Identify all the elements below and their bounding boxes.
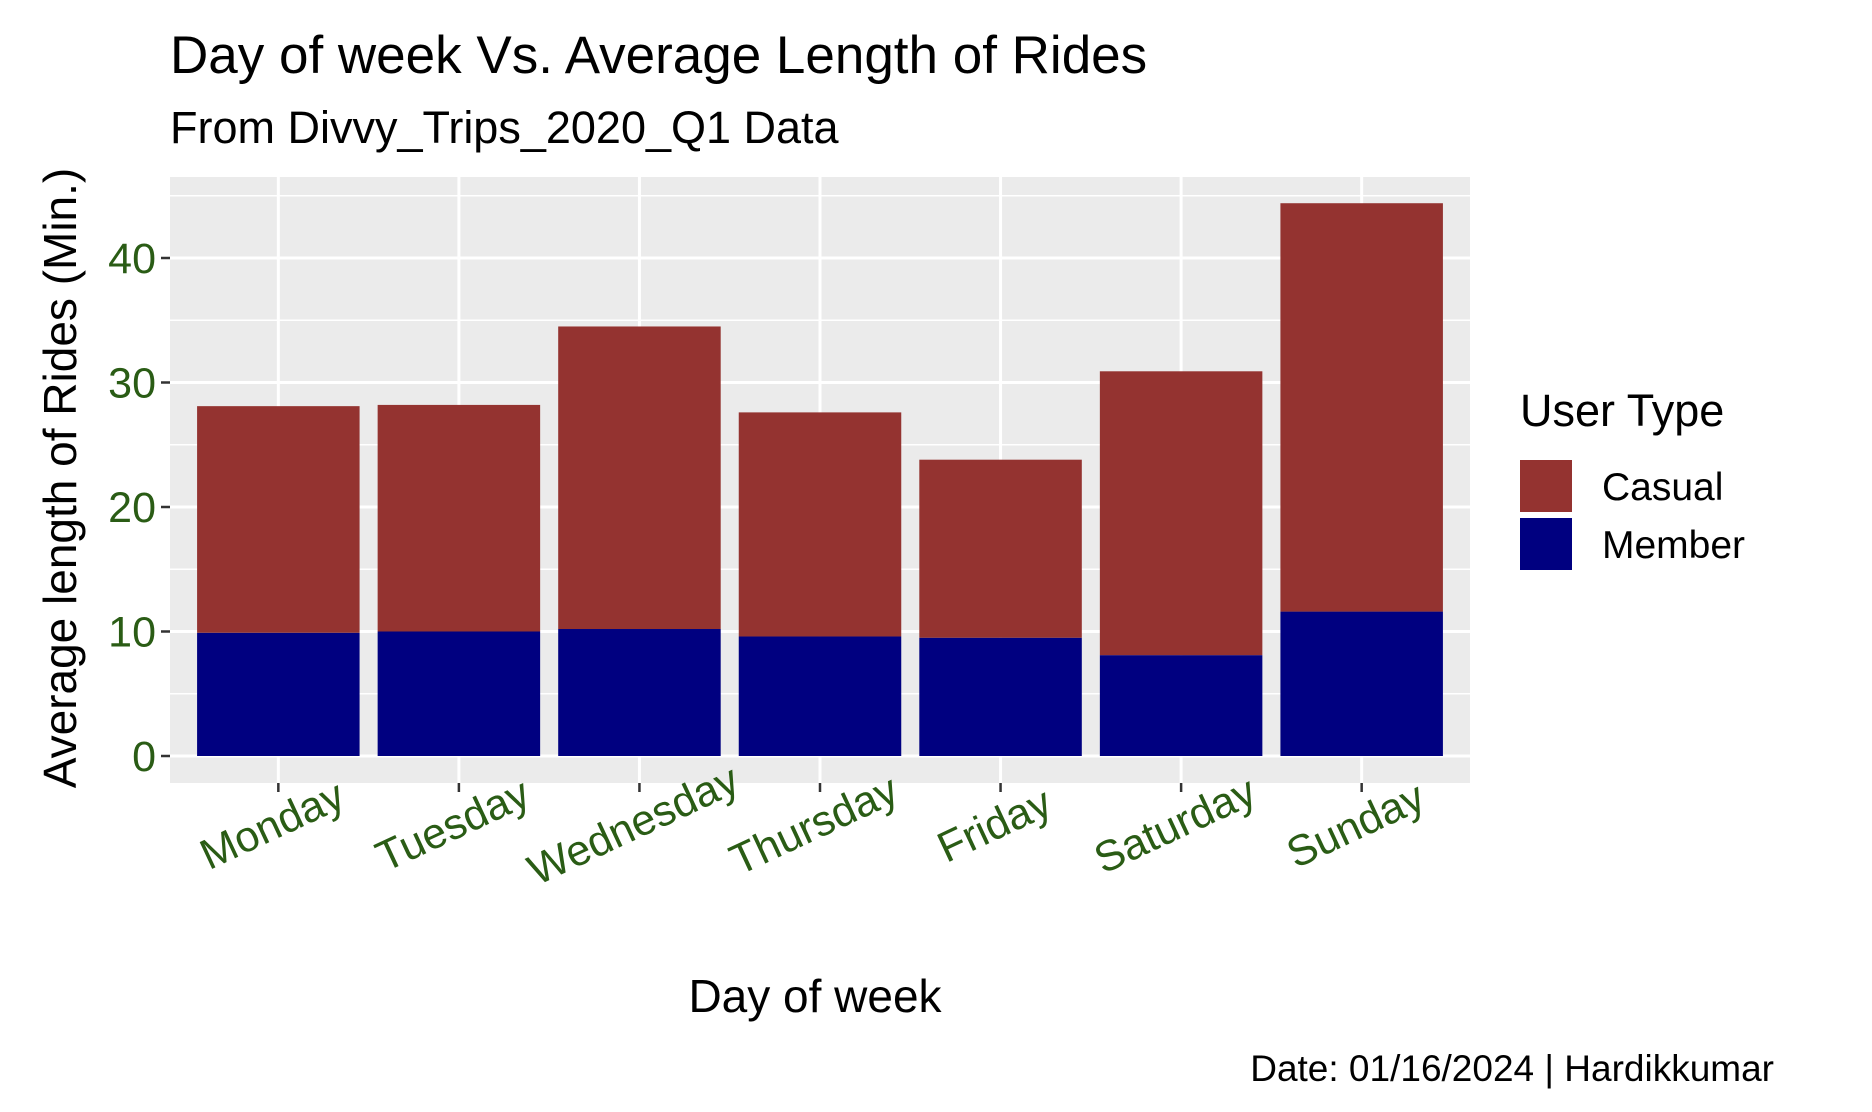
x-tick-label-friday: Friday bbox=[930, 778, 1059, 872]
x-tick-label-saturday: Saturday bbox=[1087, 767, 1264, 883]
y-axis-title: Average length of Rides (Min.) bbox=[34, 168, 86, 788]
legend-label-casual: Casual bbox=[1602, 466, 1723, 509]
y-tick-label: 40 bbox=[108, 235, 156, 283]
bar-casual-tuesday bbox=[377, 404, 541, 632]
legend-label-member: Member bbox=[1602, 524, 1745, 567]
legend-title: User Type bbox=[1520, 385, 1724, 436]
x-tick-label-monday: Monday bbox=[193, 771, 352, 879]
bar-member-monday bbox=[197, 632, 360, 756]
y-tick-label: 10 bbox=[108, 609, 156, 657]
bar-member-saturday bbox=[1099, 655, 1263, 756]
bar-casual-monday bbox=[197, 406, 360, 633]
chart-subtitle: From Divvy_Trips_2020_Q1 Data bbox=[170, 102, 840, 153]
bar-member-wednesday bbox=[558, 629, 721, 756]
y-tick-label: 0 bbox=[132, 733, 156, 781]
x-tick-label-tuesday: Tuesday bbox=[369, 769, 538, 882]
chart-caption: Date: 01/16/2024 | Hardikkumar bbox=[1250, 1048, 1774, 1089]
x-axis-title: Day of week bbox=[688, 970, 942, 1022]
bar-member-thursday bbox=[738, 636, 902, 756]
bar-member-friday bbox=[919, 637, 1082, 756]
chart-title: Day of week Vs. Average Length of Rides bbox=[170, 26, 1147, 85]
x-tick-label-sunday: Sunday bbox=[1280, 773, 1433, 878]
y-tick-label: 30 bbox=[108, 360, 156, 408]
bar-casual-thursday bbox=[738, 412, 902, 637]
bar-casual-friday bbox=[919, 459, 1082, 638]
bar-casual-saturday bbox=[1099, 371, 1263, 656]
y-tick-label: 20 bbox=[108, 484, 156, 532]
y-axis: 0 10 20 30 40 bbox=[108, 235, 170, 781]
bars bbox=[197, 203, 1443, 756]
legend: User Type Casual Member bbox=[1520, 385, 1745, 570]
x-tick-label-thursday: Thursday bbox=[723, 765, 906, 884]
legend-swatch-member bbox=[1520, 518, 1572, 570]
bar-member-sunday bbox=[1280, 611, 1443, 756]
legend-swatch-casual bbox=[1520, 460, 1572, 512]
bar-member-tuesday bbox=[377, 631, 541, 756]
bar-casual-sunday bbox=[1280, 203, 1443, 612]
bar-casual-wednesday bbox=[558, 326, 721, 630]
